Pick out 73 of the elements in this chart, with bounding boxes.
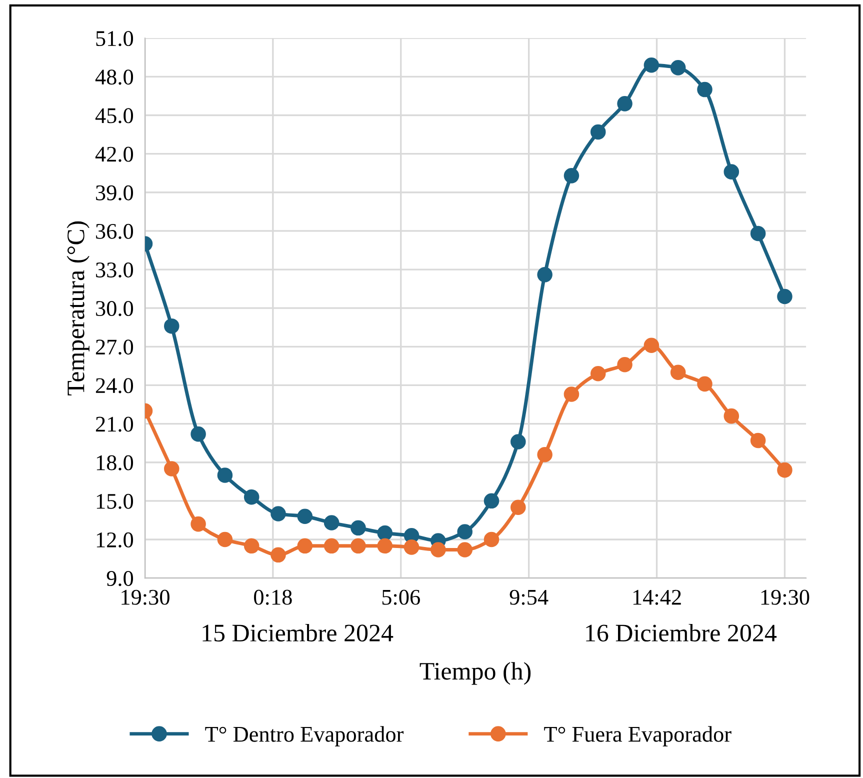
point [457,524,472,540]
y-tick-label: 27.0 [96,340,134,355]
point [324,515,340,530]
y-tick-label: 9.0 [106,570,134,586]
y-tick-label: 33.0 [96,262,134,278]
point [404,540,420,555]
point [644,338,660,354]
point [590,124,606,140]
point [724,164,740,180]
point [484,493,500,509]
point [377,538,393,554]
point [190,426,206,442]
point [724,408,740,424]
point [750,432,766,448]
y-axis-title: Temperatura (°C) [66,221,90,396]
point [457,542,472,558]
point [777,288,792,304]
x-tick-label: 19:30 [122,590,170,605]
point [617,357,632,372]
point [670,60,686,76]
point [377,525,393,541]
point [564,168,580,184]
y-tick-label: 18.0 [96,455,134,470]
point [670,364,686,380]
point [324,538,340,554]
point [244,489,260,505]
point [644,57,660,73]
y-tick-label: 36.0 [96,224,134,239]
legend-label: T° Dentro Evaporador [205,726,404,746]
y-tick-label: 51.0 [96,31,134,46]
point [510,500,526,515]
point [590,366,606,382]
text: 15 Diciembre 2024 [202,624,394,642]
y-tick-label: 15.0 [96,494,134,509]
point [617,96,632,112]
x-tick-label: 5:06 [382,590,420,605]
point [564,386,580,402]
text: 16 Diciembre 2024 [586,624,777,642]
point [350,520,366,536]
x-tick-label: 0:18 [254,590,292,605]
point [244,538,260,554]
x-tick-label: 14:42 [633,590,681,605]
point [164,461,180,476]
point [270,547,286,563]
y-tick-label: 30.0 [96,301,134,316]
point [484,532,500,548]
point [217,532,233,548]
y-tick-label: 45.0 [95,108,134,124]
y-tick-label: 42.0 [95,146,134,162]
point [510,434,526,450]
legend-label: T° Fuera Evaporador [544,726,732,746]
x-tick-label: 9:54 [510,590,548,605]
x-tick-label: 19:30 [761,590,810,605]
point [297,538,313,554]
point [777,462,792,478]
point [190,516,206,532]
point [164,318,180,334]
point [697,376,712,392]
point [297,508,313,524]
point [750,226,766,242]
y-tick-label: 24.0 [96,378,134,394]
point [537,267,552,282]
point [350,538,366,554]
point [217,468,233,483]
point [537,447,552,462]
y-tick-label: 21.0 [96,416,134,432]
point [270,506,286,522]
y-tick-label: 39.0 [96,185,134,200]
point [430,542,446,558]
x-axis-title: Tiempo (h) [420,662,531,685]
y-tick-label: 48.0 [95,70,134,85]
point [697,82,712,98]
y-tick-label: 12.0 [96,532,134,548]
